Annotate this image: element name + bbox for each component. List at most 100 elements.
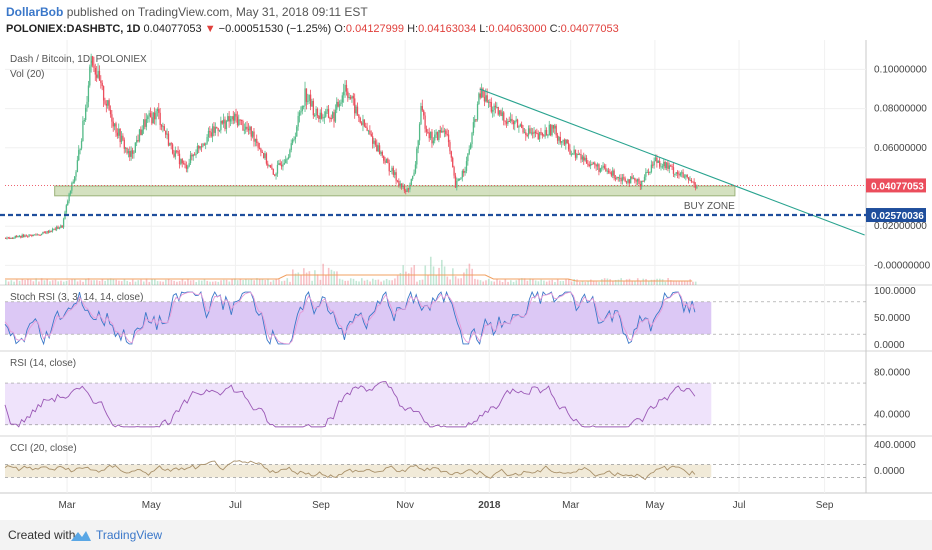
volume-bar (352, 278, 355, 285)
candle-body (315, 108, 317, 116)
candle-body (351, 96, 353, 99)
tradingview-brand[interactable]: TradingView (96, 528, 163, 542)
candle-body (383, 155, 385, 161)
volume-bar (10, 280, 13, 285)
candle-body (496, 107, 498, 109)
volume-bar (487, 278, 490, 285)
volume-bar (441, 259, 443, 285)
candle-body (601, 167, 603, 169)
candle-body (336, 101, 338, 110)
volume-bar (383, 280, 385, 285)
candle-body (431, 131, 433, 144)
volume-bar (60, 280, 62, 285)
candle-body (565, 139, 567, 145)
indicator-name: Stoch RSI (3, 3, 14, 14, close) (10, 292, 143, 303)
volume-bar (189, 280, 192, 285)
candle-body (551, 125, 553, 136)
candle-body (129, 151, 131, 157)
candle-body (111, 114, 113, 122)
candle-body (653, 161, 655, 166)
candle-body (145, 119, 148, 127)
volume-bar (35, 278, 37, 285)
volume-bar (85, 279, 87, 285)
candle-body (413, 172, 415, 176)
candle-body (308, 94, 310, 101)
candle-body (580, 154, 582, 160)
candle-body (181, 159, 183, 164)
candle-body (469, 144, 472, 150)
volume-bar (87, 278, 90, 285)
volume-bar (664, 281, 667, 285)
candle-body (107, 100, 109, 106)
volume-bar (253, 280, 255, 285)
candle-body (479, 93, 481, 98)
volume-bar (369, 281, 371, 285)
volume-bar (347, 280, 349, 285)
candle-body (436, 132, 439, 141)
candle-body (449, 142, 451, 152)
volume-bar (391, 280, 393, 285)
candle-body (275, 173, 277, 176)
volume-bar (16, 279, 18, 285)
volume-bar (584, 281, 587, 285)
candle-body (122, 135, 124, 140)
candle-body (559, 136, 561, 143)
candle-body (118, 128, 120, 136)
candle-body (32, 234, 34, 237)
candle-body (483, 97, 486, 102)
indicator-tick-label: 40.0000 (874, 409, 911, 420)
volume-bar (595, 281, 598, 285)
candle-body (258, 147, 261, 149)
volume-bar (543, 280, 545, 285)
candle-body (647, 171, 650, 174)
price-pane[interactable]: Dash / Bitcoin, 1D, POLONIEX Vol (20) BU… (0, 53, 866, 285)
candle-body (624, 178, 626, 182)
candle-body (642, 180, 644, 182)
candle-body (668, 165, 670, 169)
candle-body (385, 158, 388, 163)
candle-body (178, 153, 181, 165)
volume-bar (209, 281, 211, 285)
volume-bar (394, 278, 396, 285)
candle-body (428, 132, 430, 139)
candle-body (532, 132, 534, 134)
volume-bar (457, 278, 460, 285)
candle-body (423, 110, 425, 116)
candle-body (649, 171, 651, 174)
support-price-label: 0.02570036 (871, 211, 924, 222)
candle-body (338, 104, 341, 107)
volume-bar (529, 278, 531, 285)
candle-body (42, 232, 44, 234)
candle-body (545, 130, 548, 136)
candle-body (442, 130, 444, 132)
volume-bar (418, 280, 421, 285)
indicator-name: CCI (20, close) (10, 443, 77, 454)
candle-body (527, 128, 530, 136)
volume-bar (96, 280, 98, 285)
volume-bar (131, 279, 134, 285)
candle-body (665, 162, 668, 169)
candle-body (76, 160, 79, 173)
symbol-label[interactable]: POLONIEX:DASHBTC, 1D (6, 23, 141, 35)
chart-area[interactable]: Dash / Bitcoin, 1D, POLONIEX Vol (20) BU… (0, 40, 932, 520)
candle-body (38, 234, 40, 236)
candle-body (512, 121, 515, 125)
candle-body (674, 173, 676, 175)
candle-body (93, 65, 95, 68)
candle-body (682, 172, 684, 178)
candle-body (514, 120, 516, 125)
candle-body (605, 168, 607, 171)
author-link[interactable]: DollarBob (6, 5, 64, 19)
candle-body (39, 234, 41, 236)
candle-body (696, 187, 698, 189)
candle-body (407, 188, 410, 190)
footer: Created with TradingView (0, 520, 932, 550)
x-tick-label: Mar (562, 500, 580, 511)
candle-body (493, 105, 495, 111)
candle-body (636, 178, 639, 182)
volume-bar (628, 278, 631, 285)
candle-body (228, 116, 230, 122)
volume-bar (292, 269, 294, 285)
volume-bar (372, 278, 374, 285)
candle-body (612, 170, 614, 176)
